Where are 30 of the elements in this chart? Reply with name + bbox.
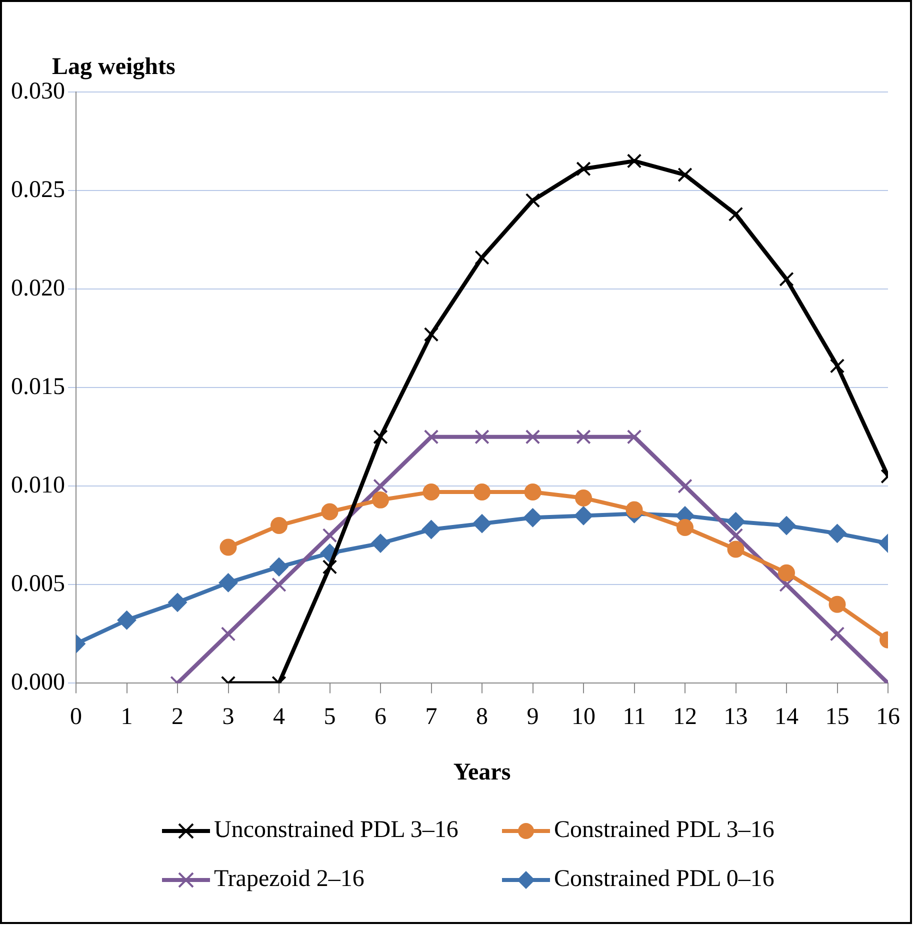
y-tick-label: 0.030 — [11, 78, 65, 104]
x-tick-label: 2 — [172, 704, 184, 730]
x-tick-label: 8 — [476, 704, 488, 730]
x-tick-label: 15 — [825, 704, 850, 730]
legend-label: Trapezoid 2–16 — [214, 866, 364, 893]
x-tick-label: 1 — [120, 704, 133, 730]
y-axis-title: Lag weights — [52, 54, 176, 80]
x-tick-label: 7 — [425, 704, 438, 730]
y-tick-label: 0.025 — [11, 176, 65, 203]
y-tick-label: 0.020 — [11, 275, 65, 302]
legend-label: Constrained PDL 0–16 — [554, 866, 774, 893]
x-tick-label: 14 — [774, 704, 798, 730]
y-tick-label: 0.000 — [11, 669, 65, 696]
legend-label: Constrained PDL 3–16 — [554, 817, 774, 844]
x-tick-label: 5 — [324, 704, 336, 730]
x-axis-title: Years — [453, 759, 511, 786]
y-tick-label: 0.010 — [11, 472, 65, 498]
x-tick-label: 10 — [572, 704, 596, 730]
x-tick-label: 6 — [374, 704, 386, 730]
y-tick-label: 0.005 — [11, 570, 65, 597]
x-tick-label: 0 — [70, 704, 82, 730]
legend-label: Unconstrained PDL 3–16 — [214, 817, 458, 844]
x-tick-label: 12 — [673, 704, 697, 730]
y-tick-label: 0.015 — [11, 374, 65, 400]
x-tick-label: 4 — [273, 704, 285, 730]
x-tick-label: 9 — [526, 704, 539, 730]
x-tick-label: 3 — [222, 704, 234, 730]
x-tick-label: 13 — [724, 704, 748, 730]
x-tick-label: 16 — [876, 704, 900, 730]
x-tick-label: 11 — [622, 704, 646, 730]
